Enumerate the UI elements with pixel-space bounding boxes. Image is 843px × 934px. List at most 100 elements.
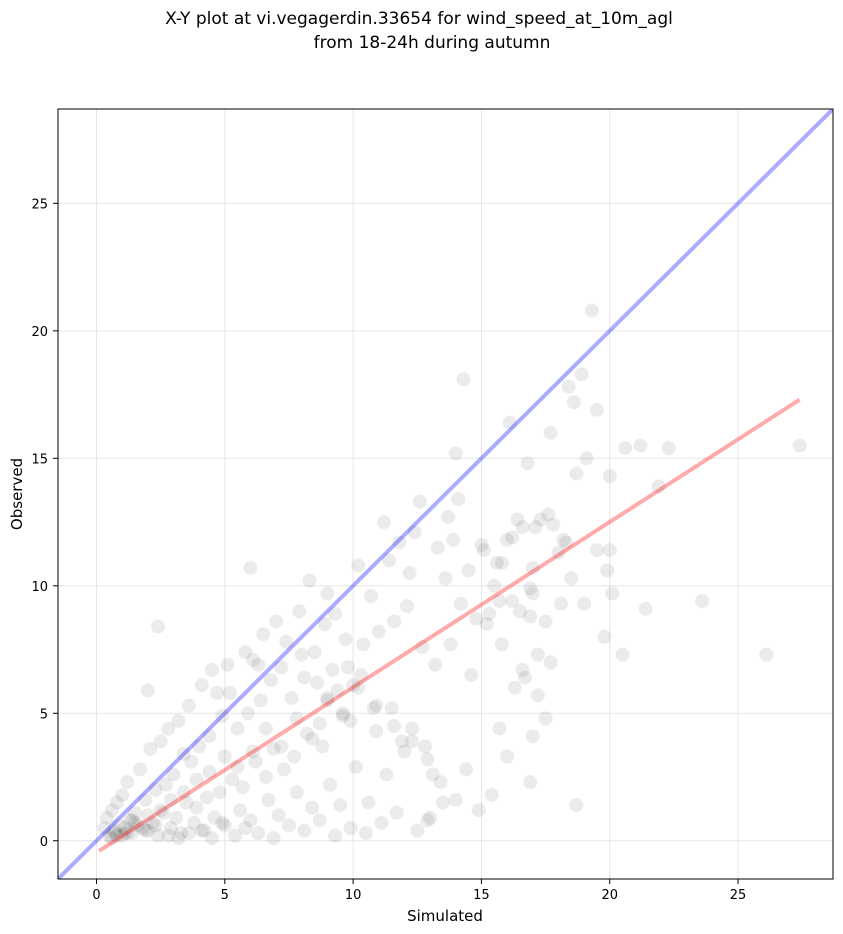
y-axis-label: Observed [8,458,26,530]
scatter-point [325,662,340,677]
scatter-point [407,525,422,540]
scatter-point [361,795,376,810]
scatter-point [556,532,571,547]
scatter-point [215,708,230,723]
scatter-point [323,777,338,792]
scatter-point [451,492,466,507]
scatter-point [125,813,140,828]
scatter-point [312,716,327,731]
scatter-point [348,759,363,774]
identity-line [58,109,833,879]
scatter-point [115,787,130,802]
scatter-point [174,826,189,841]
scatter-point [107,826,122,841]
y-axis-ticks: 0 5 10 15 20 25 [31,197,58,850]
scatter-point [166,767,181,782]
scatter-point [287,749,302,764]
scatter-point [246,652,261,667]
scatter-point [410,823,425,838]
scatter-point [420,813,435,828]
scatter-point [335,706,350,721]
scatter-point [102,828,117,843]
y-tick-label: 0 [40,835,48,850]
scatter-point [107,823,122,838]
scatter-point [602,469,617,484]
scatter-point [443,637,458,652]
scatter-point [302,573,317,588]
scatter-point [289,785,304,800]
scatter-point [520,456,535,471]
scatter-point [269,614,284,629]
scatter-point [153,803,168,818]
y-tick-label: 5 [40,707,48,722]
scatter-point [238,645,253,660]
scatter-point [494,555,509,570]
scatter-point [266,741,281,756]
scatter-point [315,739,330,754]
scatter-point [161,721,176,736]
scatter-point [202,729,217,744]
scatter-point [366,701,381,716]
scatter-point [181,698,196,713]
scatter-point [140,808,155,823]
scatter-point [389,805,404,820]
scatter-point [553,596,568,611]
scatter-point [294,647,309,662]
scatter-point [328,828,343,843]
scatter-point [204,662,219,677]
scatter-point [489,555,504,570]
scatter-point [140,683,155,698]
scatter-point [122,813,137,828]
scatter-point [120,775,135,790]
scatter-point [651,479,666,494]
scatter-point [189,772,204,787]
scatter-point [618,441,633,456]
y-tick-label: 10 [31,580,48,595]
scatter-point [171,831,186,846]
scatter-point [564,571,579,586]
scatter-point [256,627,271,642]
scatter-point [353,668,368,683]
scatter-point [387,719,402,734]
scatter-point [695,594,710,609]
y-tick-label: 20 [31,325,48,340]
scatter-point [238,821,253,836]
scatter-point [358,826,373,841]
scatter-point [297,670,312,685]
scatter-point [99,810,114,825]
scatter-point [217,818,232,833]
scatter-point [474,537,489,552]
scatter-point [577,596,592,611]
scatter-point [523,609,538,624]
scatter-point [161,828,176,843]
scatter-point [615,647,630,662]
scatter-point [425,767,440,782]
scatter-point [369,698,384,713]
scatter-point [251,657,266,672]
scatter-point [179,795,194,810]
scatter-point [500,749,515,764]
scatter-point [379,767,394,782]
scatter-point [104,803,119,818]
scatter-point [312,813,327,828]
scatter-point [156,805,171,820]
scatter-point [476,543,491,558]
scatter-point [533,512,548,527]
scatter-point [176,785,191,800]
scatter-point [661,441,676,456]
scatter-point [515,520,530,535]
scatter-point [204,831,219,846]
scatter-point [579,451,594,466]
scatter-point [145,815,160,830]
scatter-point [243,813,258,828]
scatter-point [561,379,576,394]
scatter-point [248,754,263,769]
scatter-point [127,815,142,830]
scatter-point [638,601,653,616]
scatter-point [428,657,443,672]
scatter-point [117,821,132,836]
scatter-point [420,752,435,767]
plot-area: 0 5 10 15 20 25 0 5 10 15 20 25 [31,108,834,903]
